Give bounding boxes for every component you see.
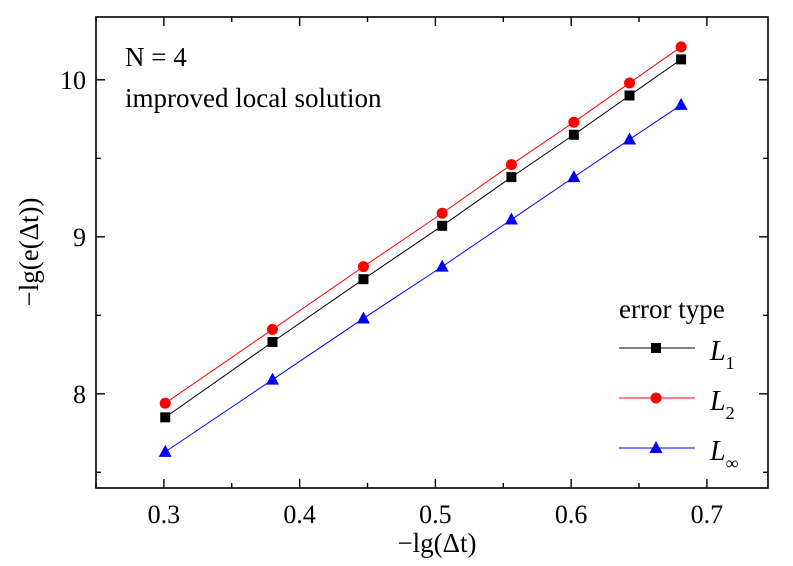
data-point: [437, 220, 448, 231]
data-point: [674, 97, 688, 110]
legend-label: L∞: [709, 436, 739, 473]
data-point: [567, 170, 581, 183]
y-tick-label: 9: [73, 223, 86, 252]
data-point: [506, 172, 517, 183]
y-tick-label: 8: [73, 380, 86, 409]
data-point: [675, 41, 687, 53]
series-1: [160, 54, 687, 423]
x-tick-label: 0.5: [419, 500, 452, 529]
annotation-method: improved local solution: [125, 83, 382, 113]
data-point: [676, 54, 687, 65]
legend-label: L1: [709, 336, 735, 373]
legend-title: error type: [619, 294, 725, 324]
data-point: [266, 323, 278, 335]
x-tick-labels: 0.3 0.4 0.5 0.6 0.7: [148, 500, 724, 529]
x-tick-label: 0.4: [283, 500, 316, 529]
plot-marks: [158, 41, 688, 457]
data-point: [624, 90, 635, 101]
data-point: [357, 261, 369, 273]
y-tick-label: 10: [60, 66, 86, 95]
y-axis-label: −lg(e(Δt)): [14, 197, 44, 306]
x-tick-label: 0.7: [691, 500, 724, 529]
legend-item: L1: [619, 336, 735, 373]
plot-frame: [95, 16, 769, 489]
y-tick-labels: 8 9 10: [60, 66, 86, 409]
legend-item: L∞: [619, 436, 739, 473]
axis-ticks: [95, 17, 768, 488]
x-tick-label: 0.3: [148, 500, 181, 529]
data-point: [568, 116, 580, 128]
legend-marker: [649, 441, 663, 453]
data-point: [568, 129, 579, 140]
legend-marker: [651, 343, 661, 353]
data-point: [505, 159, 517, 171]
data-point: [504, 212, 518, 225]
annotation-n: N = 4: [125, 42, 187, 72]
series-line: [164, 46, 682, 404]
data-point: [265, 372, 279, 385]
x-tick-label: 0.6: [555, 500, 588, 529]
data-point: [624, 77, 636, 89]
data-point: [436, 207, 448, 219]
legend-label: L2: [709, 386, 735, 423]
data-point: [267, 336, 278, 347]
series-line: [164, 58, 682, 418]
data-point: [159, 397, 171, 409]
data-point: [158, 444, 172, 457]
series-2: [159, 41, 687, 409]
series-3: [158, 97, 688, 457]
data-point: [358, 274, 369, 285]
series-line: [164, 104, 682, 453]
data-point: [356, 311, 370, 324]
data-point: [623, 132, 637, 145]
data-point: [160, 412, 171, 423]
x-axis-label: −lg(Δt): [397, 528, 476, 558]
legend-item: L2: [619, 386, 735, 423]
legend-marker: [650, 392, 662, 404]
data-point: [435, 259, 449, 272]
legend: error type L1 L2 L∞: [619, 294, 739, 473]
